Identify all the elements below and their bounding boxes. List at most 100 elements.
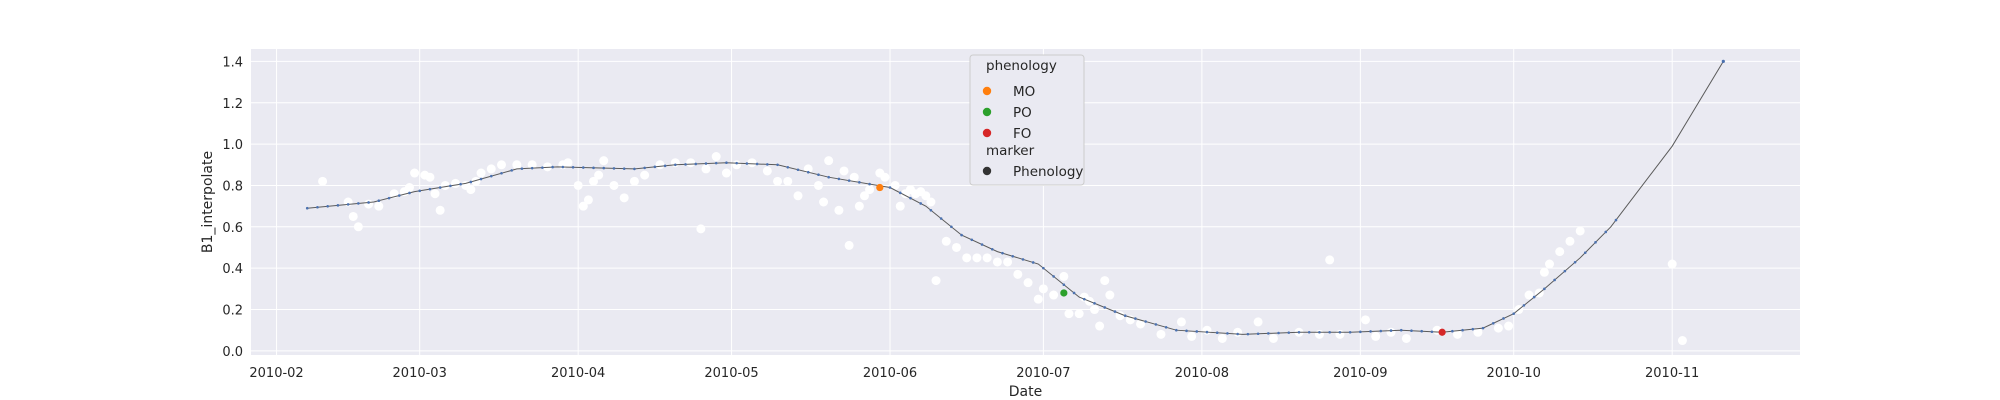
raw-point	[834, 205, 844, 215]
raw-point	[982, 253, 992, 263]
interpolated-dot	[1113, 310, 1117, 313]
raw-point	[1233, 327, 1243, 337]
x-tick-label: 2010-06	[863, 366, 917, 381]
x-tick-label: 2010-10	[1487, 366, 1541, 381]
raw-point	[895, 201, 905, 211]
x-axis-title: Date	[1009, 384, 1042, 400]
raw-point	[1667, 259, 1677, 269]
interpolated-dot	[1359, 330, 1362, 334]
legend-label-phenology: Phenology	[1013, 164, 1083, 180]
y-tick-label: 0.4	[222, 262, 243, 277]
interpolated-dot	[1185, 329, 1188, 333]
interpolated-dot	[387, 196, 391, 200]
phenology-point-fo	[1438, 328, 1446, 336]
x-axis-ticks: 2010-02 2010-03 2010-04 2010-05 2010-06 2010-…	[249, 366, 1699, 381]
raw-point	[1253, 317, 1263, 327]
interpolated-dot	[837, 177, 841, 181]
interpolated-dot	[530, 166, 534, 170]
raw-point	[476, 168, 486, 178]
interpolated-dot	[1052, 275, 1055, 278]
raw-point	[1090, 305, 1100, 315]
interpolated-dot	[970, 238, 974, 242]
interpolated-dot	[1001, 251, 1004, 255]
raw-point	[1115, 311, 1125, 321]
raw-point	[563, 158, 573, 168]
raw-point	[1386, 327, 1396, 337]
legend-box	[969, 54, 1085, 186]
interpolated-dot	[1543, 287, 1546, 291]
raw-point	[931, 276, 941, 286]
raw-point	[496, 160, 506, 170]
interpolated-dot	[1154, 323, 1158, 326]
interpolated-dot	[663, 164, 667, 168]
raw-point	[839, 166, 849, 176]
raw-point	[1524, 290, 1534, 300]
interpolated-dot	[643, 166, 646, 170]
legend-marker-mo	[982, 86, 992, 96]
raw-point	[992, 257, 1002, 267]
raw-point	[594, 170, 604, 180]
raw-point	[1003, 257, 1013, 267]
raw-point	[1677, 336, 1687, 346]
interpolated-dot	[1348, 330, 1352, 334]
legend-marker-phenology	[982, 166, 992, 176]
raw-point	[348, 211, 358, 221]
interpolated-dot	[1082, 297, 1086, 301]
interpolated-dot	[581, 166, 585, 169]
interpolated-dot	[776, 163, 779, 167]
x-tick-label: 2010-03	[393, 366, 447, 381]
raw-point	[1493, 323, 1503, 333]
interpolated-dot	[1123, 314, 1127, 318]
interpolated-dot	[694, 162, 698, 166]
raw-point	[711, 152, 721, 162]
raw-point	[1100, 276, 1110, 286]
y-tick-label: 1.2	[222, 97, 243, 112]
interpolated-dot	[571, 165, 575, 169]
phenology-points	[876, 183, 1446, 336]
interpolated-dot	[909, 196, 912, 200]
raw-point	[512, 160, 522, 170]
legend-title-marker: marker	[986, 143, 1035, 159]
interpolated-dot	[326, 204, 329, 208]
raw-point	[972, 253, 982, 263]
interpolated-dot	[1420, 329, 1423, 333]
interpolated-dot	[1461, 328, 1464, 332]
raw-point	[404, 183, 414, 193]
raw-point	[1105, 290, 1115, 300]
interpolated-dot	[1491, 321, 1495, 325]
raw-point	[364, 199, 374, 209]
legend-marker-fo	[982, 128, 992, 138]
interpolated-dot	[1246, 332, 1250, 336]
interpolated-dot	[1379, 329, 1383, 333]
interpolated-dot	[817, 173, 820, 177]
interpolated-dot	[939, 217, 943, 220]
phenology-point-po	[1060, 289, 1068, 297]
interpolated-dot	[1287, 331, 1291, 334]
y-tick-label: 0.6	[222, 221, 243, 236]
raw-point	[1095, 321, 1105, 331]
y-tick-label: 1.4	[222, 55, 243, 70]
interpolated-dot	[336, 204, 340, 207]
raw-point	[854, 201, 864, 211]
raw-point	[619, 193, 629, 203]
interpolated-dot	[1328, 330, 1331, 334]
interpolated-dot	[858, 181, 861, 184]
raw-point	[773, 176, 783, 186]
raw-point	[941, 236, 951, 246]
interpolated-dot	[990, 247, 994, 251]
interpolated-dot	[980, 243, 984, 246]
interpolated-dot	[714, 161, 718, 165]
interpolated-dot	[1389, 329, 1393, 332]
raw-point	[374, 201, 384, 211]
interpolated-series	[305, 59, 1725, 336]
interpolated-dot	[1307, 330, 1311, 334]
interpolated-dot	[1215, 331, 1219, 335]
raw-point	[1156, 329, 1166, 339]
raw-point	[1033, 294, 1043, 304]
raw-point	[813, 180, 823, 190]
raw-point	[1575, 226, 1585, 236]
interpolated-dot	[735, 161, 738, 165]
interpolated-dot	[1256, 332, 1260, 336]
interpolated-dot	[1134, 317, 1137, 320]
